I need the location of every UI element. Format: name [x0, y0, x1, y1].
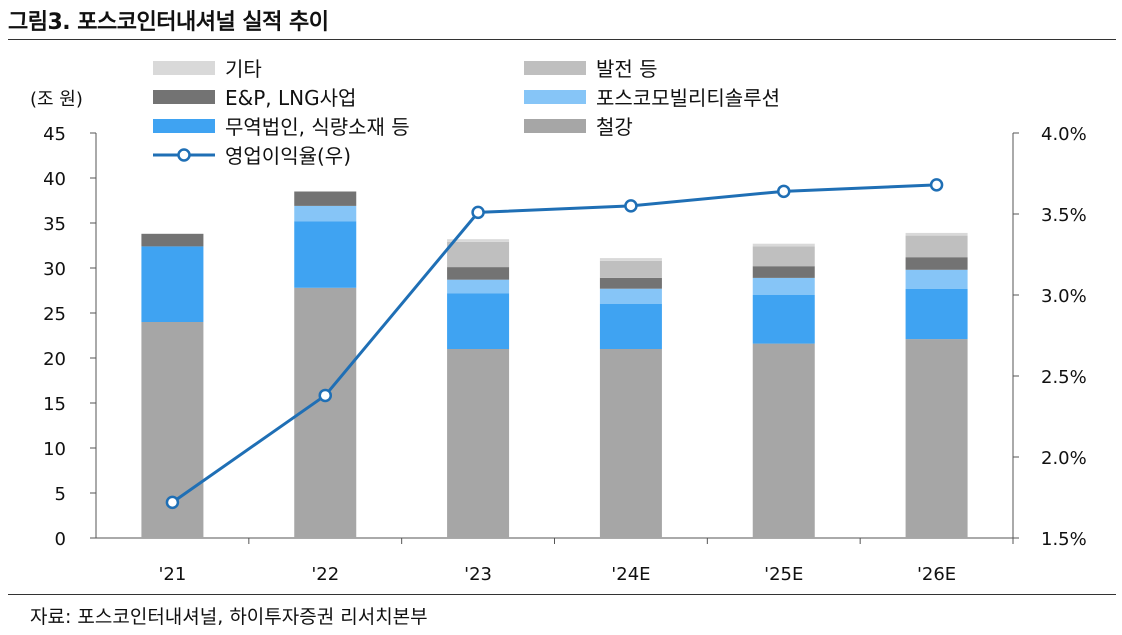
bar-segment	[905, 288, 968, 340]
y-left-tick-label: 10	[43, 439, 66, 460]
legend-swatch	[153, 61, 215, 75]
y-left-axis-label: (조 원)	[30, 89, 83, 110]
line-series	[171, 183, 937, 504]
bar-segment	[599, 277, 662, 289]
y-left-tick-label: 35	[43, 214, 66, 235]
legend-label: 포스코모빌리티솔루션	[596, 86, 780, 110]
y-left-tick-label: 45	[43, 124, 66, 145]
bar-segment	[447, 349, 510, 538]
bar-segment	[752, 277, 815, 295]
bar-segment	[752, 243, 815, 247]
y-left-tick-label: 5	[55, 484, 66, 505]
bar-segment	[752, 266, 815, 278]
bar-segment	[752, 246, 815, 267]
legend-label: 철강	[596, 115, 633, 139]
y-right-tick-label: 1.5%	[1041, 529, 1087, 550]
y-left-tick-label: 30	[43, 259, 66, 280]
bar-segment	[599, 349, 662, 538]
x-tick-label: '24E	[611, 564, 650, 585]
y-left-tick-label: 25	[43, 304, 66, 325]
legend-swatch	[524, 119, 586, 133]
x-tick-label: '26E	[917, 564, 956, 585]
bar-segment	[447, 293, 510, 349]
line-point	[471, 205, 485, 220]
stacked-bar-chart: 0 5 10 15 20 25 30 35 40 45 (조 원) 1.5% 2.0% 2.5% 3.0% 3…	[30, 57, 1087, 585]
bar-segment	[599, 260, 662, 278]
bar-segment	[905, 235, 968, 258]
bar-segment	[294, 221, 357, 288]
y-left-tick-label: 0	[55, 529, 66, 550]
bottom-rule	[8, 594, 1116, 595]
legend-label: E&P, LNG사업	[225, 86, 356, 110]
bar-segment	[599, 258, 662, 261]
y-right-tick-label: 3.0%	[1041, 286, 1087, 307]
x-tick-label: '21	[158, 564, 186, 585]
bar-segment	[905, 257, 968, 270]
bar-segment	[599, 304, 662, 349]
bar-segment	[905, 339, 968, 538]
line-point	[777, 184, 791, 199]
bar-segment	[141, 233, 204, 247]
source-note: 자료: 포스코인터내셔널, 하이투자증권 리서치본부	[30, 606, 428, 628]
line-point	[165, 495, 180, 510]
bar-segment	[752, 295, 815, 344]
legend-swatch-marker	[177, 148, 191, 162]
y-left-tick-label: 20	[43, 349, 66, 370]
legend-swatch	[524, 90, 586, 104]
bar-segment	[141, 246, 204, 322]
y-right-tick-label: 3.5%	[1041, 205, 1087, 226]
legend-swatch	[153, 90, 215, 104]
top-rule	[8, 39, 1116, 40]
bar-segment	[294, 287, 357, 538]
y-right-tick-label: 2.5%	[1041, 367, 1087, 388]
y-left-tick-label: 40	[43, 169, 66, 190]
legend-label: 발전 등	[596, 57, 658, 81]
y-right-tick-label: 4.0%	[1041, 124, 1087, 145]
bar-segment	[447, 279, 510, 294]
legend-swatch	[153, 119, 215, 133]
bar-segment	[599, 288, 662, 304]
line-point	[929, 178, 944, 192]
line-point	[318, 388, 332, 403]
x-tick-label: '25E	[764, 564, 803, 585]
bar-segment	[294, 205, 357, 222]
bar-segment	[447, 267, 510, 280]
legend-swatch	[524, 61, 586, 75]
y-right-tick-label: 2.0%	[1041, 448, 1087, 469]
bar-segment	[447, 241, 510, 268]
bar-segment	[905, 232, 968, 236]
figure-title: 그림3. 포스코인터내셔널 실적 추이	[8, 10, 329, 35]
bar-segment	[752, 343, 815, 538]
y-left-tick-label: 15	[43, 394, 66, 415]
x-tick-label: '23	[464, 564, 492, 585]
bar-segment	[905, 269, 968, 289]
bar-segment	[447, 239, 510, 242]
legend-label: 무역법인, 식량소재 등	[225, 115, 410, 139]
legend-label: 기타	[225, 57, 262, 81]
line-point	[624, 199, 638, 213]
legend-label: 영업이익율(우)	[225, 144, 351, 168]
bar-segment	[294, 191, 357, 206]
x-tick-label: '22	[311, 564, 339, 585]
